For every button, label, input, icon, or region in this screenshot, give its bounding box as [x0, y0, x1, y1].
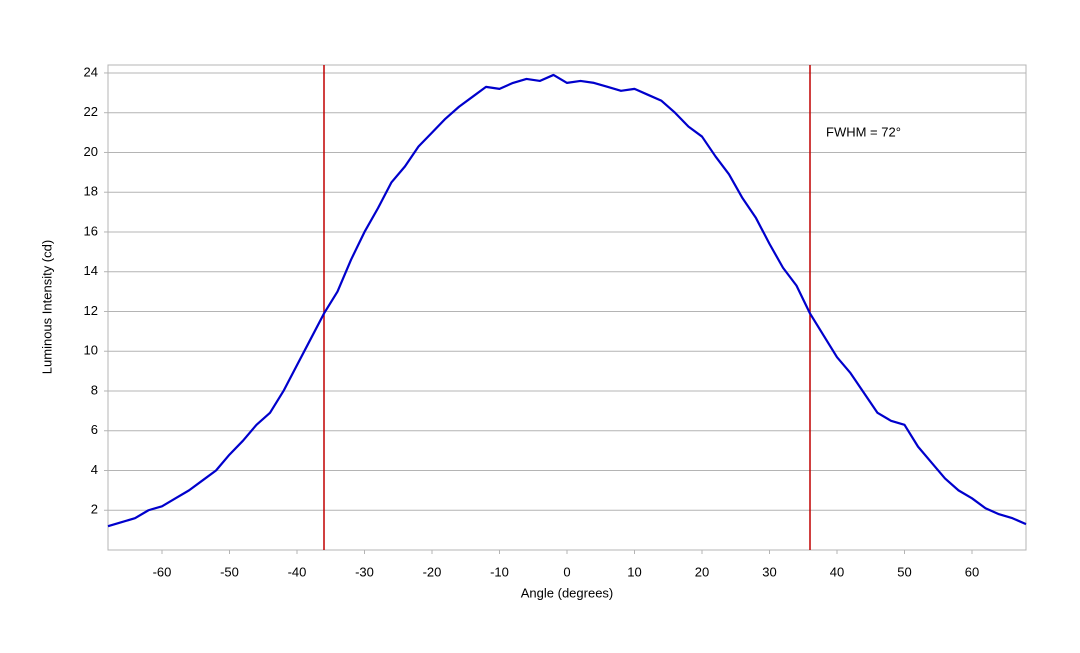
- x-tick-label: 10: [627, 564, 641, 579]
- x-tick-label: -50: [220, 564, 239, 579]
- y-tick-label: 16: [84, 223, 98, 238]
- plot-border: [107, 64, 1027, 551]
- y-tick-label: 14: [84, 263, 98, 278]
- y-axis-label: Luminous Intensity (cd): [39, 240, 54, 374]
- y-tick-label: 20: [84, 144, 98, 159]
- x-tick-label: 0: [563, 564, 570, 579]
- x-tick-label: -40: [288, 564, 307, 579]
- x-tick-label: -60: [153, 564, 172, 579]
- x-tick-label: 50: [897, 564, 911, 579]
- x-tick-label: -20: [423, 564, 442, 579]
- x-tick-label: 40: [830, 564, 844, 579]
- y-tick-label: 10: [84, 343, 98, 358]
- data-line: [107, 73, 1027, 528]
- x-tick-label: -10: [490, 564, 509, 579]
- y-tick-label: 4: [91, 462, 98, 477]
- x-tick-label: 60: [965, 564, 979, 579]
- y-tick-label: 12: [84, 303, 98, 318]
- x-tick-label: 30: [762, 564, 776, 579]
- x-tick-label: -30: [355, 564, 374, 579]
- y-tick-label: 8: [91, 382, 98, 397]
- y-tick-label: 24: [84, 64, 98, 79]
- y-tick-label: 18: [84, 184, 98, 199]
- x-tick-label: 20: [695, 564, 709, 579]
- y-tick-label: 6: [91, 422, 98, 437]
- x-axis-label: Angle (degrees): [521, 585, 614, 600]
- annotation: FWHM = 72°: [826, 124, 901, 139]
- y-tick-label: 2: [91, 502, 98, 517]
- y-tick-label: 22: [84, 104, 98, 119]
